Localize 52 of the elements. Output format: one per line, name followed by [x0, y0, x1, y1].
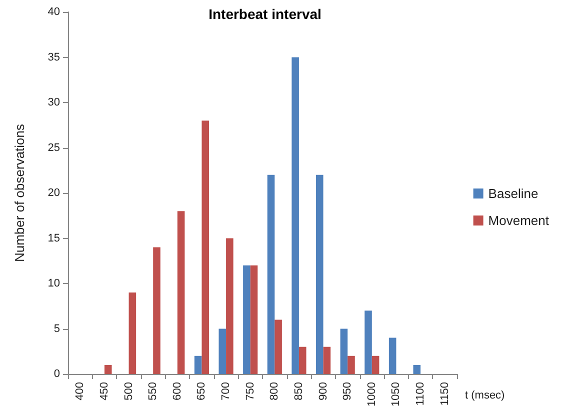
x-tick-label: 700 — [220, 382, 232, 400]
bar — [194, 356, 202, 374]
bar — [104, 364, 112, 374]
y-tick-label: 25 — [48, 142, 60, 154]
y-tick-label: 40 — [48, 6, 60, 18]
bar — [128, 292, 136, 374]
x-tick-label: 650 — [196, 382, 208, 400]
y-axis-title: Number of observations — [12, 123, 27, 262]
y-tick-label: 5 — [54, 322, 60, 335]
x-tick-label: 1150 — [438, 382, 451, 406]
bar — [388, 338, 396, 374]
bar — [226, 238, 234, 374]
x-tick-label: 600 — [171, 382, 184, 400]
x-tick-label: 550 — [147, 382, 160, 400]
legend-label: Baseline — [488, 186, 538, 201]
bar — [274, 320, 282, 374]
bar — [218, 328, 226, 374]
y-tick-label: 10 — [48, 278, 60, 290]
bar — [364, 310, 372, 374]
x-tick-label: 800 — [268, 382, 281, 400]
x-tick-label: 850 — [292, 382, 305, 400]
bar — [177, 211, 185, 374]
x-tick-label: 950 — [342, 382, 354, 400]
x-tick-label: 400 — [74, 382, 86, 400]
bar — [202, 120, 210, 374]
x-tick-label: 1050 — [390, 382, 402, 406]
y-tick-label: 0 — [54, 368, 60, 380]
y-tick-label: 20 — [48, 187, 60, 199]
legend-label: Movement — [488, 213, 550, 228]
chart-title: Interbeat interval — [208, 6, 322, 22]
bar — [348, 356, 355, 374]
bar — [153, 247, 160, 374]
x-tick-label: 450 — [98, 382, 110, 400]
bar — [372, 356, 380, 374]
bar — [298, 346, 306, 374]
bar — [413, 364, 421, 374]
bar — [267, 174, 275, 374]
y-tick-label: 15 — [48, 232, 60, 244]
y-tick-label: 35 — [48, 51, 60, 64]
x-tick-label: 500 — [122, 382, 135, 400]
bar — [316, 174, 324, 374]
x-tick-label: 900 — [317, 382, 330, 400]
bar — [340, 328, 348, 374]
bar — [250, 265, 258, 374]
x-tick-label: 750 — [244, 382, 256, 400]
bar — [243, 265, 250, 374]
x-tick-label: 1000 — [366, 382, 378, 406]
bar — [323, 346, 331, 374]
bar — [292, 57, 299, 374]
y-tick-label: 30 — [48, 96, 60, 108]
x-axis-title: t (msec) — [465, 390, 505, 402]
x-tick-label: 1100 — [414, 382, 427, 406]
